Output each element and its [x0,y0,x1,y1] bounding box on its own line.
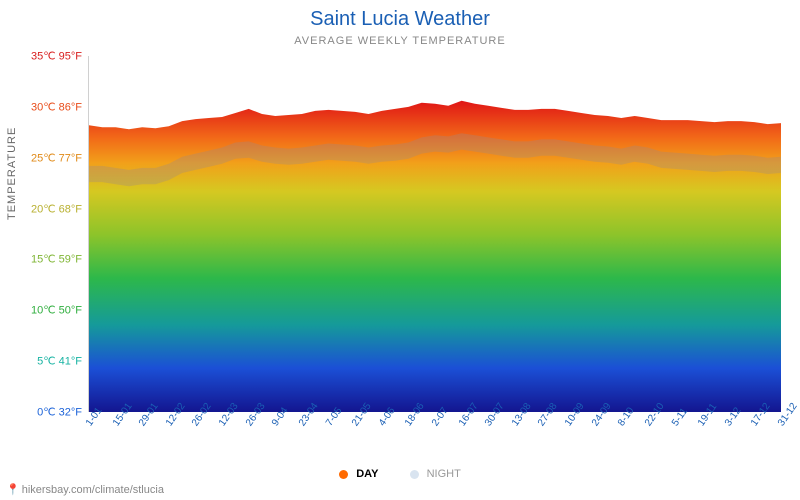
chart-area [88,56,780,412]
legend-label-night: NIGHT [427,468,461,480]
y-axis-ticks: 0℃ 32°F5℃ 41°F10℃ 50°F15℃ 59°F20℃ 68°F25… [0,56,88,412]
y-tick: 35℃ 95°F [0,50,82,63]
legend: DAY NIGHT [0,468,800,480]
legend-item-day: DAY [339,468,378,480]
temperature-chart-svg [89,56,781,412]
legend-dot-day [339,470,348,479]
y-tick: 25℃ 77°F [0,151,82,164]
y-tick: 5℃ 41°F [0,355,82,368]
y-tick: 0℃ 32°F [0,406,82,419]
attribution: 📍hikersbay.com/climate/stlucia [6,483,164,496]
plot-area [88,56,780,412]
y-tick: 20℃ 68°F [0,202,82,215]
y-tick: 30℃ 86°F [0,100,82,113]
attribution-text: hikersbay.com/climate/stlucia [22,484,164,496]
map-pin-icon: 📍 [6,484,20,496]
subtitle: AVERAGE WEEKLY TEMPERATURE [0,35,800,47]
legend-item-night: NIGHT [410,468,461,480]
legend-dot-night [410,470,419,479]
x-axis-ticks: 1-0115-0129-0112-0226-0212-0326-039-0423… [88,416,780,466]
legend-label-day: DAY [356,468,378,480]
y-tick: 15℃ 59°F [0,253,82,266]
y-tick: 10℃ 50°F [0,304,82,317]
chart-container: Saint Lucia Weather AVERAGE WEEKLY TEMPE… [0,0,800,500]
page-title: Saint Lucia Weather [0,0,800,31]
